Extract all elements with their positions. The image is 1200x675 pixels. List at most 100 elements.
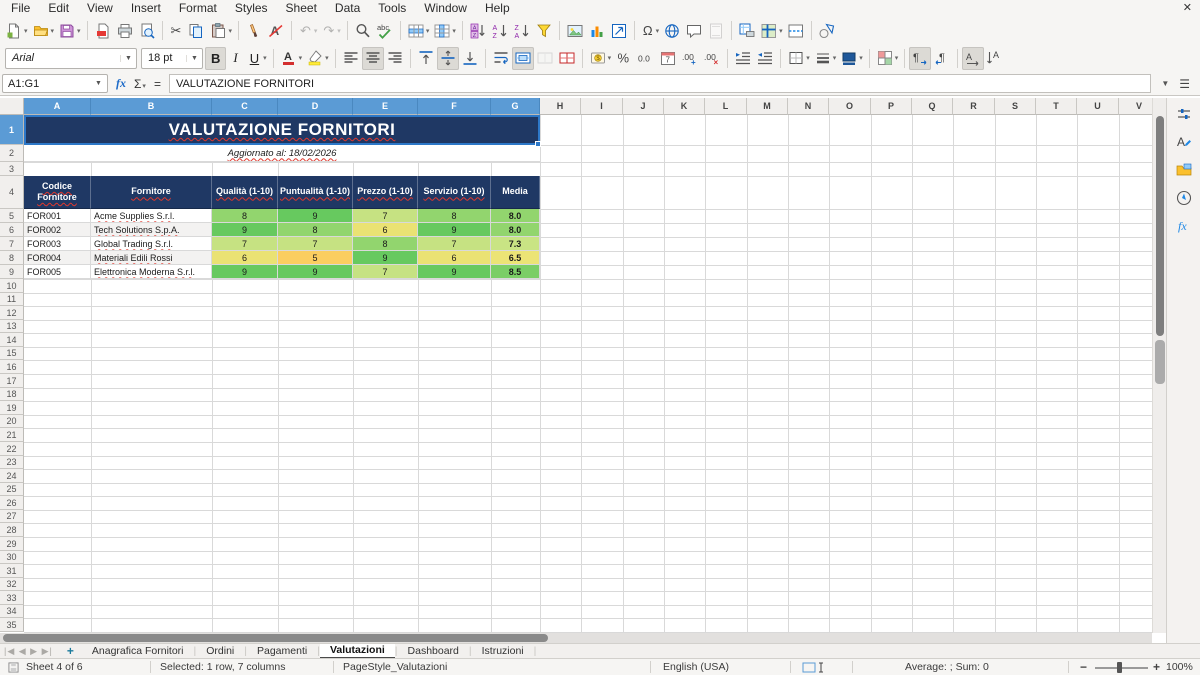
chevron-down-icon[interactable]: ▾ <box>894 55 899 62</box>
cell-header-4[interactable]: Puntualità (1-10) <box>278 176 353 209</box>
row-header-12[interactable]: 12 <box>0 306 24 320</box>
percent-icon[interactable]: % <box>613 47 635 70</box>
underline-button[interactable]: U ▾ <box>249 50 267 66</box>
column-header-B[interactable]: B <box>91 98 212 115</box>
column-header-N[interactable]: N <box>788 98 829 115</box>
chevron-down-icon[interactable]: ▾ <box>607 55 612 62</box>
equals-icon[interactable]: = <box>153 76 161 91</box>
selection-handle[interactable] <box>535 141 541 147</box>
cell-B5[interactable]: Acme Supplies S.r.l. <box>91 209 212 223</box>
average-sum-status[interactable]: Average: ; Sum: 0 <box>905 661 989 673</box>
chevron-down-icon[interactable]: ▾ <box>425 27 430 35</box>
menu-help[interactable]: Help <box>484 1 510 15</box>
save-icon[interactable]: ▾ <box>56 19 83 42</box>
zoom-in-button[interactable]: + <box>1153 660 1161 674</box>
copy-icon[interactable] <box>185 19 207 42</box>
font-name-select[interactable]: Arial ▼ <box>5 47 137 69</box>
border-style-icon[interactable]: ▾ <box>812 47 839 70</box>
menu-view[interactable]: View <box>87 1 113 15</box>
row-header-20[interactable]: 20 <box>0 415 24 428</box>
column-header-C[interactable]: C <box>212 98 278 115</box>
zoom-slider-thumb[interactable] <box>1117 662 1122 673</box>
chevron-down-icon[interactable]: ▼ <box>120 54 136 62</box>
cell-header-2[interactable]: Fornitore <box>91 176 212 209</box>
sheet-tab-valutazioni[interactable]: Valutazioni <box>319 643 395 659</box>
styles-icon[interactable]: A <box>1172 130 1196 154</box>
print-icon[interactable] <box>114 19 136 42</box>
cell-D6[interactable]: 8 <box>278 223 353 237</box>
cell-B7[interactable]: Global Trading S.r.l. <box>91 237 212 251</box>
spreadsheet-grid[interactable]: A B C D E F G H I J K L M N O P Q R S T U V 1 2 3 4 5 6 7 8 9 10 11 12 13 1… <box>0 98 1152 633</box>
center-vertically-icon[interactable] <box>436 46 459 70</box>
cell-C6[interactable]: 9 <box>212 223 278 237</box>
sheet-tab-anagrafica-fornitori[interactable]: Anagrafica Fornitori <box>91 645 184 657</box>
row-header-33[interactable]: 33 <box>0 591 24 605</box>
chevron-down-icon[interactable]: ▾ <box>859 55 863 62</box>
clone-formatting-icon[interactable] <box>243 19 265 42</box>
chevron-down-icon[interactable]: ▼ <box>95 80 102 87</box>
function-wizard-icon[interactable]: fx <box>116 76 126 90</box>
cell-F6[interactable]: 9 <box>418 223 491 237</box>
chevron-down-icon[interactable]: ▾ <box>77 27 81 35</box>
cell-header-5[interactable]: Prezzo (1-10) <box>353 176 418 209</box>
row-header-21[interactable]: 21 <box>0 428 24 442</box>
cell-header-1[interactable]: Codice Fornitore <box>24 176 91 209</box>
formula-input[interactable]: VALUTAZIONE FORNITORI <box>168 74 1152 93</box>
row-header-13[interactable]: 13 <box>0 320 24 333</box>
row-header-22[interactable]: 22 <box>0 442 24 456</box>
insert-chart-icon[interactable] <box>586 19 608 42</box>
align-bottom-icon[interactable] <box>459 47 481 70</box>
column-header-V[interactable]: V <box>1119 98 1152 115</box>
chevron-down-icon[interactable]: ▾ <box>325 55 329 62</box>
cell-B9[interactable]: Elettronica Moderna S.r.l. <box>91 265 212 279</box>
row-header-18[interactable]: 18 <box>0 388 24 401</box>
vertical-scrollbar-thumb-secondary[interactable] <box>1155 340 1165 384</box>
new-document-icon[interactable]: ▾ <box>3 19 30 42</box>
align-center-icon[interactable] <box>361 46 384 70</box>
column-header-K[interactable]: K <box>664 98 705 115</box>
sheet-tab-ordini[interactable]: Ordini <box>206 645 235 657</box>
row-header-1[interactable]: 1 <box>0 115 24 145</box>
export-pdf-icon[interactable] <box>92 19 114 42</box>
cell-E6[interactable]: 6 <box>353 223 418 237</box>
text-horizontal-icon[interactable]: A <box>962 46 985 70</box>
chevron-down-icon[interactable]: ▼ <box>186 54 202 62</box>
add-decimal-icon[interactable]: .00 + <box>679 47 701 70</box>
special-character-icon[interactable]: Ω ▾ <box>642 23 660 38</box>
row-header-4[interactable]: 4 <box>0 176 24 209</box>
chevron-down-icon[interactable]: ▾ <box>779 27 783 35</box>
borders-icon[interactable]: ▾ <box>785 47 812 70</box>
cell-C9[interactable]: 9 <box>212 265 278 279</box>
column-header-O[interactable]: O <box>829 98 871 115</box>
clear-formatting-icon[interactable]: A <box>265 19 287 42</box>
spelling-icon[interactable]: abc <box>374 19 396 42</box>
column-header-E[interactable]: E <box>353 98 418 115</box>
menu-tools[interactable]: Tools <box>378 1 407 15</box>
align-left-icon[interactable] <box>340 47 362 70</box>
insert-object-icon[interactable] <box>608 19 630 42</box>
toolbar-menu-icon[interactable]: ☰ <box>1179 76 1190 91</box>
print-area-icon[interactable] <box>736 19 758 42</box>
functions-icon[interactable]: fx <box>1172 214 1196 238</box>
currency-icon[interactable]: $ ▾ <box>587 47 614 70</box>
paste-icon[interactable]: ▾ <box>207 19 234 42</box>
cell-B8[interactable]: Materiali Edili Rossi <box>91 251 212 265</box>
row-header-14[interactable]: 14 <box>0 333 24 347</box>
find-replace-icon[interactable] <box>352 19 374 42</box>
chevron-down-icon[interactable]: ▾ <box>313 27 318 35</box>
sum-icon[interactable]: Σ▾ <box>134 76 146 91</box>
cell-F7[interactable]: 7 <box>418 237 491 251</box>
autofilter-icon[interactable] <box>533 19 555 42</box>
split-window-icon[interactable] <box>785 19 807 42</box>
cell-E7[interactable]: 8 <box>353 237 418 251</box>
cell-C5[interactable]: 8 <box>212 209 278 223</box>
cell-title[interactable]: VALUTAZIONE FORNITORI <box>24 115 540 145</box>
vertical-scrollbar[interactable] <box>1152 98 1166 633</box>
font-size-select[interactable]: 18 pt ▼ <box>141 47 203 69</box>
comment-icon[interactable] <box>683 19 705 42</box>
increase-indent-icon[interactable] <box>732 47 754 70</box>
row-header-5[interactable]: 5 <box>0 209 24 223</box>
row-header-29[interactable]: 29 <box>0 537 24 551</box>
